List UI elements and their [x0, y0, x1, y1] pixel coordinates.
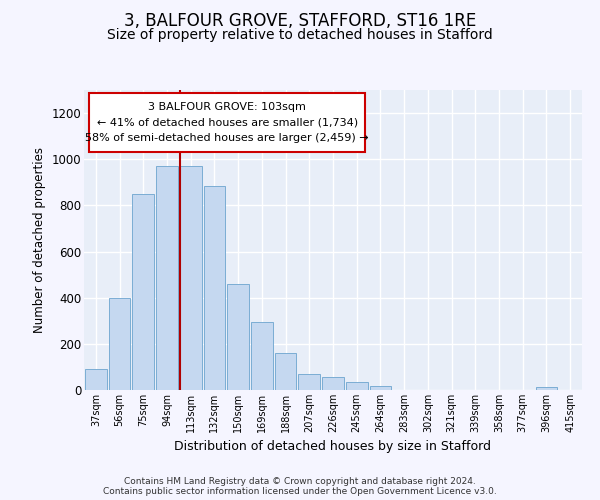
Bar [275, 353, 296, 390]
Bar [156, 166, 178, 390]
Text: Size of property relative to detached houses in Stafford: Size of property relative to detached ho… [107, 28, 493, 42]
FancyBboxPatch shape [89, 93, 365, 152]
Bar [203, 186, 226, 390]
Text: 3 BALFOUR GROVE: 103sqm
← 41% of detached houses are smaller (1,734)
58% of semi: 3 BALFOUR GROVE: 103sqm ← 41% of detache… [85, 102, 369, 143]
Y-axis label: Number of detached properties: Number of detached properties [33, 147, 46, 333]
Bar [298, 374, 320, 390]
Bar [536, 387, 557, 390]
X-axis label: Distribution of detached houses by size in Stafford: Distribution of detached houses by size … [175, 440, 491, 454]
Bar [133, 194, 154, 390]
Bar [180, 166, 202, 390]
Bar [109, 298, 130, 390]
Text: Contains HM Land Registry data © Crown copyright and database right 2024.
Contai: Contains HM Land Registry data © Crown c… [103, 476, 497, 496]
Bar [346, 382, 368, 390]
Text: 3, BALFOUR GROVE, STAFFORD, ST16 1RE: 3, BALFOUR GROVE, STAFFORD, ST16 1RE [124, 12, 476, 30]
Bar [370, 386, 391, 390]
Bar [251, 322, 273, 390]
Bar [322, 378, 344, 390]
Bar [85, 369, 107, 390]
Bar [227, 284, 249, 390]
